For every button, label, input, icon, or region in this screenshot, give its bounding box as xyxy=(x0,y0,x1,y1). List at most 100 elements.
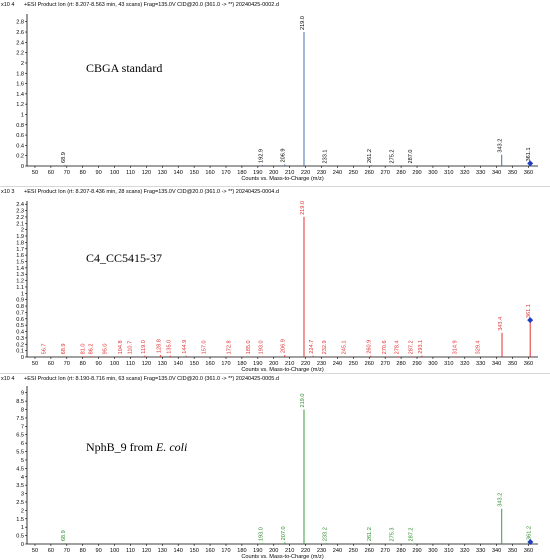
x-tick-label: 80 xyxy=(80,548,86,554)
peak-label: 224.7 xyxy=(309,340,315,354)
y-tick-label: 5.5 xyxy=(16,450,24,456)
peak-label: 329.4 xyxy=(476,340,482,354)
x-tick-label: 190 xyxy=(253,170,262,176)
x-axis-title: Counts vs. Mass-to-Charge (m/z) xyxy=(241,554,324,560)
x-tick-label: 280 xyxy=(396,548,405,554)
x-tick-label: 90 xyxy=(96,548,102,554)
y-tick-label: 4 xyxy=(21,475,24,481)
y-tick-label: 2.4 xyxy=(16,40,24,46)
x-tick-label: 110 xyxy=(126,170,135,176)
y-tick-label: 1.6 xyxy=(16,82,24,88)
peak-label: 193.0 xyxy=(259,340,265,354)
peak-label: 361.1 xyxy=(526,147,532,161)
peak-label: 287.0 xyxy=(408,149,414,163)
y-tick-label: 0.8 xyxy=(16,123,24,129)
peak-label: 260.9 xyxy=(367,340,373,354)
y-tick-label: 1.9 xyxy=(16,234,24,240)
peak-label: 343.2 xyxy=(498,139,504,153)
peak-label: 275.2 xyxy=(389,149,395,163)
y-tick-label: 0.2 xyxy=(16,342,24,348)
peak-label: 68.9 xyxy=(61,152,67,163)
x-tick-label: 100 xyxy=(110,361,119,367)
x-axis-title: Counts vs. Mass-to-Charge (m/z) xyxy=(241,367,324,373)
spectrum-panel-2: x10 3 +ESI Product Ion (rt: 8.207-8.436 … xyxy=(0,187,550,373)
x-tick-label: 220 xyxy=(301,361,310,367)
x-tick-label: 180 xyxy=(237,361,246,367)
x-tick-label: 130 xyxy=(158,361,167,367)
y-tick-label: 0.1 xyxy=(16,349,24,355)
x-tick-label: 130 xyxy=(158,170,167,176)
peak-label: 219.0 xyxy=(300,394,306,408)
peak-label: 104.8 xyxy=(118,340,124,354)
x-tick-label: 260 xyxy=(365,548,374,554)
x-tick-label: 70 xyxy=(64,361,70,367)
peak-label: 206.9 xyxy=(281,148,287,162)
peak-label: 135.0 xyxy=(166,340,172,354)
x-tick-label: 360 xyxy=(524,361,533,367)
y-tick-label: 7.5 xyxy=(16,416,24,422)
x-tick-label: 280 xyxy=(396,170,405,176)
x-tick-label: 110 xyxy=(126,548,135,554)
y-tick-label: 1.5 xyxy=(16,259,24,265)
y-tick-label: 2.2 xyxy=(16,215,24,221)
spectrum-header: +ESI Product Ion (rt: 8.207-8.563 min, 4… xyxy=(24,2,279,8)
y-tick-label: 1.4 xyxy=(16,266,24,272)
y-tick-label: 2.8 xyxy=(16,20,24,26)
sample-label: C4_CC5415-37 xyxy=(86,251,163,265)
x-tick-label: 100 xyxy=(110,548,119,554)
y-tick-label: 2.4 xyxy=(16,202,24,208)
y-tick-label: 1.6 xyxy=(16,253,24,259)
peak-label: 245.1 xyxy=(342,340,348,354)
y-tick-label: 1 xyxy=(21,291,24,297)
x-tick-label: 70 xyxy=(64,548,70,554)
x-tick-label: 80 xyxy=(80,361,86,367)
peak-label: 361.1 xyxy=(526,304,532,318)
x-tick-label: 220 xyxy=(301,170,310,176)
x-tick-label: 240 xyxy=(333,361,342,367)
x-tick-label: 230 xyxy=(317,170,326,176)
peak-label: 261.2 xyxy=(367,149,373,163)
y-tick-label: 6.5 xyxy=(16,433,24,439)
x-tick-label: 70 xyxy=(64,170,70,176)
peak-label: 233.1 xyxy=(322,149,328,163)
y-tick-label: 0.8 xyxy=(16,304,24,310)
y-tick-label: 2 xyxy=(21,228,24,234)
y-tick-label: 4.5 xyxy=(16,466,24,472)
y-tick-label: 1 xyxy=(21,112,24,118)
panel-divider xyxy=(0,186,550,187)
x-tick-label: 300 xyxy=(428,170,437,176)
x-tick-label: 90 xyxy=(96,170,102,176)
peak-label: 287.2 xyxy=(409,340,415,354)
x-tick-label: 250 xyxy=(349,548,358,554)
peak-label: 144.9 xyxy=(182,340,188,354)
x-tick-label: 360 xyxy=(524,170,533,176)
peak-label: 128.8 xyxy=(156,339,162,353)
y-tick-label: 8.5 xyxy=(16,399,24,405)
peak-label: 157.0 xyxy=(201,340,207,354)
spectrum-plot-2: 00.10.20.30.40.50.60.70.80.911.11.21.31.… xyxy=(16,201,538,373)
peak-label: 233.2 xyxy=(323,527,329,541)
y-tick-label: 0.4 xyxy=(16,143,24,149)
peak-label: 68.9 xyxy=(61,530,67,541)
x-tick-label: 230 xyxy=(317,361,326,367)
x-tick-label: 290 xyxy=(412,361,421,367)
y-tick-label: 0 xyxy=(21,355,24,361)
y-tick-label: 0 xyxy=(21,542,24,548)
y-tick-label: 0.5 xyxy=(16,323,24,329)
y-tick-label: 0.6 xyxy=(16,317,24,323)
x-tick-label: 60 xyxy=(48,170,54,176)
y-tick-label: 1.8 xyxy=(16,71,24,77)
peak-label: 293.1 xyxy=(418,340,424,354)
y-tick-label: 2.2 xyxy=(16,51,24,57)
y-tick-label: 2.5 xyxy=(16,500,24,506)
x-tick-label: 250 xyxy=(349,170,358,176)
x-tick-label: 230 xyxy=(317,548,326,554)
x-tick-label: 50 xyxy=(32,170,38,176)
peak-label: 232.9 xyxy=(322,340,328,354)
peak-label: 275.3 xyxy=(390,527,396,541)
x-tick-label: 190 xyxy=(253,361,262,367)
y-tick-label: 1.2 xyxy=(16,102,24,108)
y-tick-label: 3 xyxy=(21,492,24,498)
x-tick-label: 240 xyxy=(333,548,342,554)
x-tick-label: 210 xyxy=(285,548,294,554)
